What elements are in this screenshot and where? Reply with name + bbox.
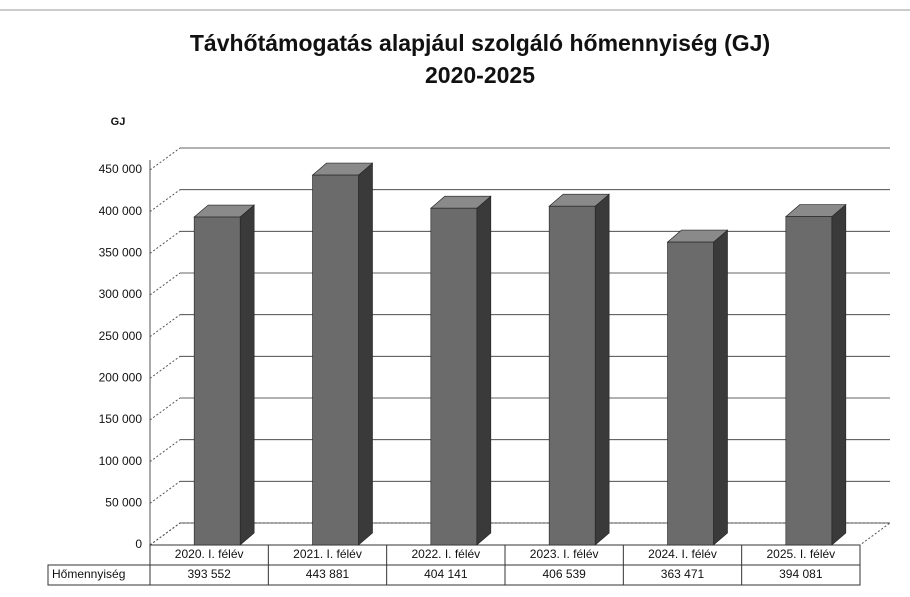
value-label: 393 552: [187, 567, 231, 581]
bar-side: [476, 195, 492, 546]
bar-side: [358, 162, 373, 546]
bar: [193, 216, 241, 546]
x-tick-label: 2021. I. félév: [293, 547, 362, 561]
bar: [548, 205, 596, 546]
table-row-header: Hőmennyiség: [52, 567, 125, 581]
grid-diagonal: [149, 272, 181, 296]
table-row: [47, 564, 861, 586]
x-tick-label: 2024. I. félév: [648, 547, 717, 561]
x-tick-label: 2020. I. félév: [175, 547, 244, 561]
grid-diagonal: [149, 480, 181, 504]
y-tick-label: 200 000: [99, 371, 143, 385]
grid-diagonal: [149, 230, 181, 254]
y-tick-label: 150 000: [99, 412, 143, 426]
bar-side: [594, 193, 610, 546]
y-tick-label: 400 000: [99, 204, 143, 218]
bar: [667, 241, 714, 546]
chart-subtitle: 2020-2025: [425, 62, 535, 88]
bar-side: [831, 203, 847, 546]
bar: [785, 216, 833, 546]
bar: [312, 174, 359, 546]
grid-diagonal: [149, 314, 181, 338]
x-tick-label: 2022. I. félév: [411, 547, 480, 561]
value-label: 443 881: [306, 567, 350, 581]
value-label: 406 539: [542, 567, 586, 581]
y-tick-label: 100 000: [99, 454, 143, 468]
value-label: 363 471: [661, 567, 705, 581]
y-tick-label: 450 000: [99, 162, 143, 176]
bar-side: [239, 204, 255, 546]
x-tick-label: 2023. I. félév: [530, 547, 599, 561]
value-label: 404 141: [424, 567, 468, 581]
y-tick-label: 250 000: [99, 329, 143, 343]
y-tick-label: 350 000: [99, 246, 143, 260]
chart-title: Távhőtámogatás alapjául szolgáló hőmenny…: [190, 30, 770, 56]
grid-diagonal: [149, 522, 181, 546]
x-tick-label: 2025. I. félév: [766, 547, 835, 561]
y-tick-label: 0: [135, 537, 142, 551]
y-tick-label: 50 000: [105, 496, 142, 510]
grid-diagonal: [149, 147, 181, 171]
grid-diagonal: [149, 397, 181, 421]
floor: [149, 522, 892, 546]
bar-side: [713, 229, 728, 546]
y-axis-label: GJ: [111, 116, 126, 128]
bar: [430, 207, 478, 546]
value-label: 394 081: [779, 567, 823, 581]
grid-diagonal: [149, 189, 181, 213]
grid-diagonal: [149, 439, 181, 463]
grid-diagonal: [149, 355, 181, 379]
y-tick-label: 300 000: [99, 287, 143, 301]
